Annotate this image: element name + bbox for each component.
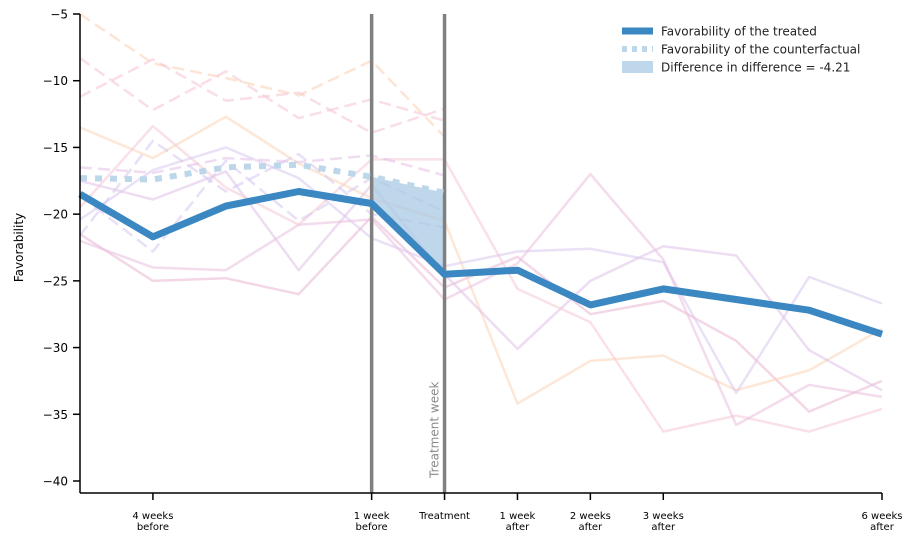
x-tick-label-line: after: [506, 522, 531, 533]
y-tick-label: −30: [43, 341, 68, 355]
legend: Favorability of the treated Favorability …: [622, 25, 860, 75]
y-axis-label: Favorability: [12, 213, 26, 282]
x-tick-label-line: after: [579, 522, 604, 533]
counterfactual-line: [79, 161, 446, 196]
vertical-lines-group: [369, 14, 447, 493]
y-tick-label: −25: [43, 274, 68, 288]
x-tick-label-line: before: [356, 522, 388, 533]
y-tick-label: −20: [43, 208, 68, 222]
y-tick-label: −35: [43, 408, 68, 422]
background-series-line-8: [79, 58, 445, 135]
x-tick-label-line: Treatment: [418, 511, 470, 522]
x-tick-label-line: after: [870, 522, 895, 533]
background-series-line-5: [79, 146, 883, 395]
legend-difference-label: Difference in difference = -4.21: [661, 61, 850, 75]
x-tick-label-line: 6 weeks: [861, 511, 902, 522]
background-series-line-7: [79, 12, 446, 138]
x-tick-label-line: 2 weeks: [570, 511, 611, 522]
y-tick-label: −40: [43, 475, 68, 489]
x-tick-label: 6 weeks after: [861, 511, 902, 533]
treatment-week-annotation: Treatment week: [428, 382, 442, 479]
x-tick-label-line: after: [651, 522, 676, 533]
x-tick-label-line: 3 weeks: [643, 511, 684, 522]
treated-line: [78, 188, 884, 338]
x-tick-label: 2 weeks after: [570, 511, 611, 533]
x-tick-label: Treatment: [418, 511, 470, 522]
x-tick-label-line: 1 week: [500, 511, 536, 522]
x-tick-label: 1 week before: [354, 511, 390, 533]
legend-counterfactual-label: Favorability of the counterfactual: [661, 43, 860, 57]
x-tick-label-line: 4 weeks: [132, 511, 173, 522]
annotation-group: Treatment week: [428, 382, 442, 479]
background-series-line-2: [79, 115, 883, 405]
legend-difference-swatch: [622, 61, 653, 73]
background-series-line-6: [79, 172, 883, 427]
y-tick-label: −10: [43, 74, 68, 88]
x-tick-label-line: 1 week: [354, 511, 390, 522]
main-series-group: [78, 161, 884, 338]
background-series-line-9: [79, 56, 445, 122]
x-tick-label: 3 weeks after: [643, 511, 684, 533]
x-tick-label: 1 week after: [500, 511, 536, 533]
y-tick-label: −15: [43, 141, 68, 155]
legend-treated-label: Favorability of the treated: [661, 25, 817, 39]
difference-fill-group: [371, 176, 445, 275]
y-tick-label: −5: [50, 8, 68, 22]
background-series-line-10: [79, 154, 445, 177]
x-tick-label: 4 weeks before: [132, 511, 173, 533]
x-tick-label-line: before: [137, 522, 169, 533]
difference-area: [371, 176, 445, 275]
background-lines-group: [79, 12, 883, 433]
